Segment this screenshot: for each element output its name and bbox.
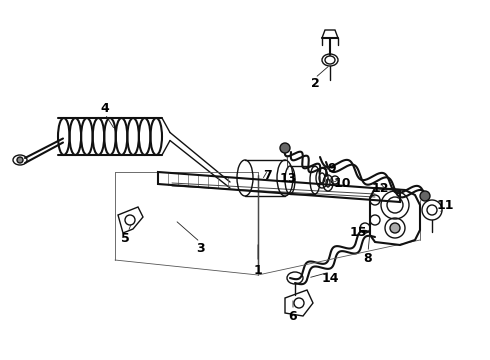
Ellipse shape (280, 143, 290, 153)
Text: 5: 5 (121, 231, 129, 244)
Text: 6: 6 (289, 310, 297, 323)
Text: 2: 2 (311, 77, 319, 90)
Text: 14: 14 (321, 271, 339, 284)
Text: 12: 12 (371, 181, 389, 194)
Ellipse shape (17, 157, 23, 163)
Text: 9: 9 (328, 162, 336, 175)
Text: 8: 8 (364, 252, 372, 265)
Text: 1: 1 (254, 264, 262, 276)
Text: 3: 3 (196, 242, 204, 255)
Text: 11: 11 (436, 198, 454, 212)
Text: 4: 4 (100, 102, 109, 114)
Text: 15: 15 (349, 225, 367, 239)
Text: 7: 7 (264, 168, 272, 181)
Text: 10: 10 (333, 176, 351, 189)
Text: 13: 13 (279, 171, 296, 185)
Ellipse shape (420, 191, 430, 201)
Ellipse shape (390, 223, 400, 233)
